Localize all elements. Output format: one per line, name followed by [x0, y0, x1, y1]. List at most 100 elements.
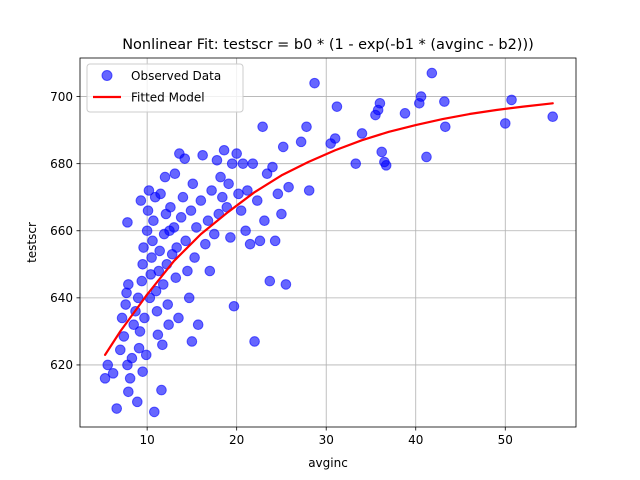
data-point: [175, 212, 187, 223]
data-point: [156, 384, 167, 396]
y-axis-label: testscr: [25, 222, 39, 263]
data-point: [134, 326, 146, 337]
data-point: [228, 300, 240, 312]
data-point: [157, 279, 169, 290]
data-point: [168, 222, 180, 233]
data-point: [116, 312, 128, 324]
y-tick-label: 640: [50, 291, 73, 305]
data-point: [157, 339, 168, 351]
data-point: [206, 185, 217, 196]
data-point: [415, 91, 427, 102]
data-point: [225, 232, 236, 243]
data-point: [202, 215, 214, 226]
data-point: [155, 188, 166, 200]
data-point: [237, 158, 249, 169]
data-point: [132, 292, 144, 304]
x-tick-label: 10: [140, 433, 155, 447]
data-point: [226, 158, 238, 169]
data-point: [374, 97, 386, 109]
data-point: [186, 336, 198, 347]
data-point: [140, 349, 152, 361]
chart-title: Nonlinear Fit: testscr = b0 * (1 - exp(-…: [122, 37, 534, 53]
data-point: [283, 181, 294, 193]
scatter-points: [99, 67, 559, 418]
data-point: [276, 208, 287, 220]
x-tick-label: 40: [408, 433, 423, 447]
data-point: [421, 151, 432, 163]
data-point: [244, 238, 256, 250]
data-point: [170, 272, 182, 284]
y-axis-ticks: 620 640 660 680 700: [50, 90, 80, 372]
y-tick-label: 680: [50, 157, 73, 171]
data-point: [280, 279, 292, 290]
data-point: [277, 141, 289, 153]
data-point: [162, 299, 174, 310]
plot-frame: [79, 57, 577, 428]
data-point: [295, 136, 307, 148]
data-point: [303, 185, 315, 196]
x-axis-ticks: 10 20 30 40 50: [140, 427, 513, 447]
data-point: [192, 319, 204, 330]
data-point: [123, 386, 134, 398]
data-point: [380, 160, 392, 171]
data-point: [123, 279, 134, 290]
data-point: [329, 133, 341, 144]
data-point: [163, 319, 174, 330]
data-point: [499, 118, 511, 129]
data-point: [259, 215, 270, 226]
data-point: [152, 329, 164, 341]
data-point: [149, 406, 160, 418]
data-point: [139, 312, 150, 324]
data-point: [151, 305, 163, 317]
data-point: [309, 77, 320, 89]
data-point: [267, 161, 278, 173]
data-point: [249, 336, 260, 347]
data-point: [272, 188, 284, 200]
data-point: [211, 155, 223, 166]
data-point: [169, 168, 181, 180]
data-point: [547, 111, 559, 122]
data-point: [150, 285, 162, 297]
data-point: [122, 217, 133, 228]
data-point: [187, 178, 199, 190]
data-point: [153, 265, 165, 277]
data-point: [350, 158, 362, 169]
legend-label-fitted: Fitted Model: [131, 91, 205, 105]
data-point: [148, 215, 159, 226]
legend-marker-observed: [101, 70, 113, 81]
data-point: [135, 195, 147, 206]
data-point: [218, 144, 230, 156]
data-point: [251, 195, 263, 206]
data-point: [102, 359, 114, 371]
data-point: [124, 373, 136, 384]
data-point: [254, 235, 266, 247]
data-point: [215, 171, 226, 183]
y-tick-label: 700: [50, 90, 73, 104]
data-point: [185, 205, 197, 216]
data-point: [118, 331, 130, 342]
data-point: [107, 368, 119, 379]
data-point: [128, 319, 140, 330]
data-point: [183, 292, 195, 304]
data-point: [356, 128, 368, 139]
fitted-curve: [103, 102, 554, 356]
data-point: [179, 153, 191, 164]
data-point: [376, 146, 388, 158]
data-point: [195, 195, 207, 206]
data-point: [120, 299, 131, 310]
data-point: [197, 149, 208, 161]
fit-line: [103, 102, 554, 356]
data-point: [235, 205, 247, 216]
data-point: [177, 191, 189, 203]
data-point: [257, 121, 268, 133]
data-point: [154, 245, 165, 257]
data-point: [209, 228, 220, 240]
data-point: [146, 252, 157, 263]
data-point: [132, 396, 143, 408]
data-point: [133, 342, 145, 354]
data-point: [231, 148, 242, 159]
data-point: [233, 188, 244, 200]
data-point: [138, 242, 149, 253]
data-point: [439, 121, 451, 133]
